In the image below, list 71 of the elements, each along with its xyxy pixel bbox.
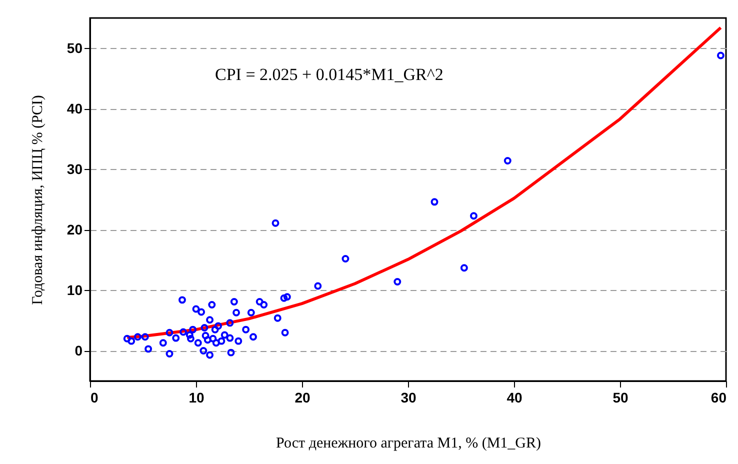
point — [214, 322, 222, 330]
point — [144, 345, 152, 353]
point — [200, 324, 208, 332]
point — [314, 282, 322, 290]
point — [128, 337, 136, 345]
point — [189, 326, 197, 334]
point — [504, 157, 512, 165]
point — [200, 347, 208, 354]
point — [220, 331, 228, 339]
x-tick-label: 50 — [612, 390, 628, 406]
point — [227, 348, 235, 356]
x-axis-title: Рост денежного агрегата M1, % (M1_GR) — [276, 436, 541, 452]
point — [234, 337, 242, 345]
point — [283, 293, 291, 301]
point — [280, 294, 288, 302]
y-tick-label: 40 — [66, 100, 83, 116]
x-tick-label: 30 — [400, 390, 416, 406]
point — [281, 328, 289, 336]
point — [134, 333, 142, 341]
point — [430, 198, 438, 206]
point — [232, 308, 240, 316]
y-tick-label: 50 — [66, 40, 83, 56]
point — [226, 334, 234, 342]
point — [247, 308, 255, 316]
y-axis-title: Годовая инфляция, ИПЦ % (PCI) — [30, 95, 46, 305]
y-tick-label: 10 — [66, 282, 83, 298]
point — [460, 264, 468, 272]
point — [212, 339, 220, 347]
point — [218, 337, 226, 345]
point — [186, 331, 194, 339]
point — [192, 305, 200, 313]
point — [470, 212, 478, 220]
x-tick-label: 20 — [294, 390, 310, 406]
point — [206, 316, 214, 324]
point — [342, 255, 350, 263]
x-tick-label: 10 — [188, 390, 204, 406]
point — [186, 334, 194, 342]
y-tick-label: 0 — [74, 342, 83, 358]
y-tick-label: 20 — [66, 221, 83, 238]
point — [260, 301, 268, 309]
point — [178, 296, 186, 304]
point — [209, 334, 217, 342]
point — [141, 333, 149, 341]
point — [206, 351, 214, 359]
point — [123, 334, 131, 342]
point — [180, 328, 188, 336]
y-tick-label: 30 — [66, 160, 83, 177]
point — [230, 298, 238, 306]
point — [716, 52, 724, 60]
annotation: CPI = 2.025 + 0.0145*M1_GR^2 — [215, 65, 444, 84]
point — [211, 326, 219, 334]
x-tick-label: 0 — [90, 390, 98, 406]
point — [202, 332, 210, 340]
point — [198, 308, 206, 316]
point — [272, 219, 280, 227]
point — [172, 334, 180, 342]
point — [256, 298, 264, 306]
point — [394, 278, 402, 286]
point — [166, 328, 174, 336]
line-series — [126, 26, 722, 339]
point — [274, 314, 282, 322]
point — [226, 319, 234, 327]
point — [250, 333, 257, 341]
point — [242, 326, 250, 334]
x-tick-label: 40 — [506, 390, 522, 406]
x-tick-label: 60 — [710, 390, 727, 406]
point — [204, 336, 212, 344]
point — [159, 339, 167, 347]
point — [166, 350, 174, 358]
point — [194, 339, 202, 347]
point — [208, 301, 216, 309]
